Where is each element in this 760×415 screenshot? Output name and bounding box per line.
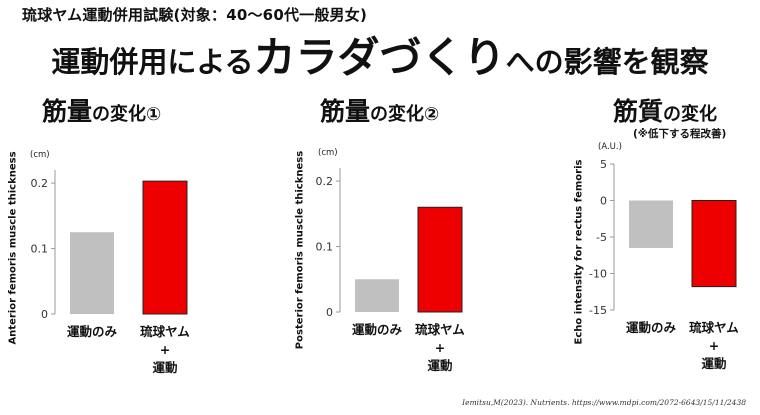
panel-3-y-axis-label: Echo intensity for rectus femoris — [573, 159, 585, 345]
panel-3-category-label: + — [709, 338, 719, 353]
panel-3-title: 筋質の変化 — [613, 92, 717, 128]
panel-3-title-main: 筋質 — [613, 97, 664, 126]
panel-2-title: 筋量の変化② — [320, 92, 439, 128]
panel-1-title-main: 筋量 — [42, 97, 93, 126]
panel-3-y-tick-label: 0 — [600, 195, 607, 208]
panel-1-title-sub: の変化① — [92, 104, 162, 125]
panel-2-y-axis-label: Posterior femoris muscle thickness — [294, 150, 306, 350]
panel-3-bar-exercise-only — [629, 200, 673, 248]
panel-2-category-label: + — [435, 340, 445, 355]
panel-3-y-tick-label: -10 — [589, 268, 607, 281]
panel-1-title: 筋量の変化① — [42, 92, 161, 128]
panel-1-y-tick-label: 0 — [41, 308, 48, 321]
panel-2-category-label: 運動 — [427, 358, 452, 373]
panel-1-y-axis-label: Anterior femoris muscle thickness — [7, 151, 19, 345]
panel-3-title-sub: の変化 — [663, 104, 718, 125]
citation: Iemitsu,M(2023). Nutrients. https://www.… — [462, 398, 746, 407]
panel-1-unit: (cm) — [30, 150, 50, 160]
panel-3-category-label: 運動 — [701, 356, 726, 371]
panel-2-y-tick-label: 0 — [326, 306, 333, 319]
panel-3-note: (※低下する程改善) — [633, 128, 727, 140]
panel-2-category-label: 運動のみ — [352, 322, 403, 337]
panel-3-y-tick-label: 5 — [600, 158, 607, 171]
panel-3-y-tick-label: -15 — [589, 304, 607, 317]
panel-2-title-main: 筋量 — [320, 97, 371, 126]
headline-prefix: 運動併用による — [51, 45, 254, 79]
panel-1-category-label: 運動のみ — [67, 324, 118, 339]
panel-1-bar-yam-plus-exercise — [142, 180, 188, 315]
panel-2-bar-yam-plus-exercise — [417, 206, 463, 313]
panel-2-category-label: 琉球ヤム — [415, 322, 465, 337]
panel-2-unit: (cm) — [318, 148, 338, 158]
panel-2-y-tick-label: 0.1 — [316, 241, 334, 254]
panel-3-bar-yam-plus-exercise — [691, 200, 737, 288]
panel-2-chart: 0 0.1 0.2 運動のみ 琉球ヤム + 運動 — [316, 168, 465, 373]
headline-emphasis: カラダづくり — [253, 33, 506, 82]
panel-1-category-label: + — [160, 342, 170, 357]
headline: 運動併用によるカラダづくりへの影響を観察 — [0, 30, 760, 95]
headline-suffix: への影響を観察 — [505, 45, 709, 79]
panel-3-unit: (A.U.) — [598, 142, 622, 152]
panel-1-chart: 0 0.1 0.2 運動のみ 琉球ヤム + 運動 — [31, 170, 190, 375]
panel-3-category-label: 琉球ヤム — [689, 320, 739, 335]
subtitle: 琉球ヤム運動併用試験(対象：40〜60代一般男女) — [22, 6, 368, 24]
panel-1-y-tick-label: 0.2 — [31, 177, 49, 190]
panel-3-y-tick-label: -5 — [596, 231, 607, 244]
panel-2-bar-exercise-only — [355, 279, 399, 312]
panel-3-category-label: 運動のみ — [626, 320, 677, 335]
panel-1-bar-exercise-only — [70, 232, 114, 314]
panel-1-category-label: 運動 — [152, 360, 177, 375]
panel-1-category-label: 琉球ヤム — [140, 324, 190, 339]
panel-3-chart: 5 0 -5 -10 -15 運動のみ 琉球ヤム + 運動 — [589, 158, 739, 371]
panel-2-title-sub: の変化② — [370, 104, 440, 125]
panel-2-y-tick-label: 0.2 — [316, 175, 334, 188]
panel-1-y-tick-label: 0.1 — [31, 243, 49, 256]
